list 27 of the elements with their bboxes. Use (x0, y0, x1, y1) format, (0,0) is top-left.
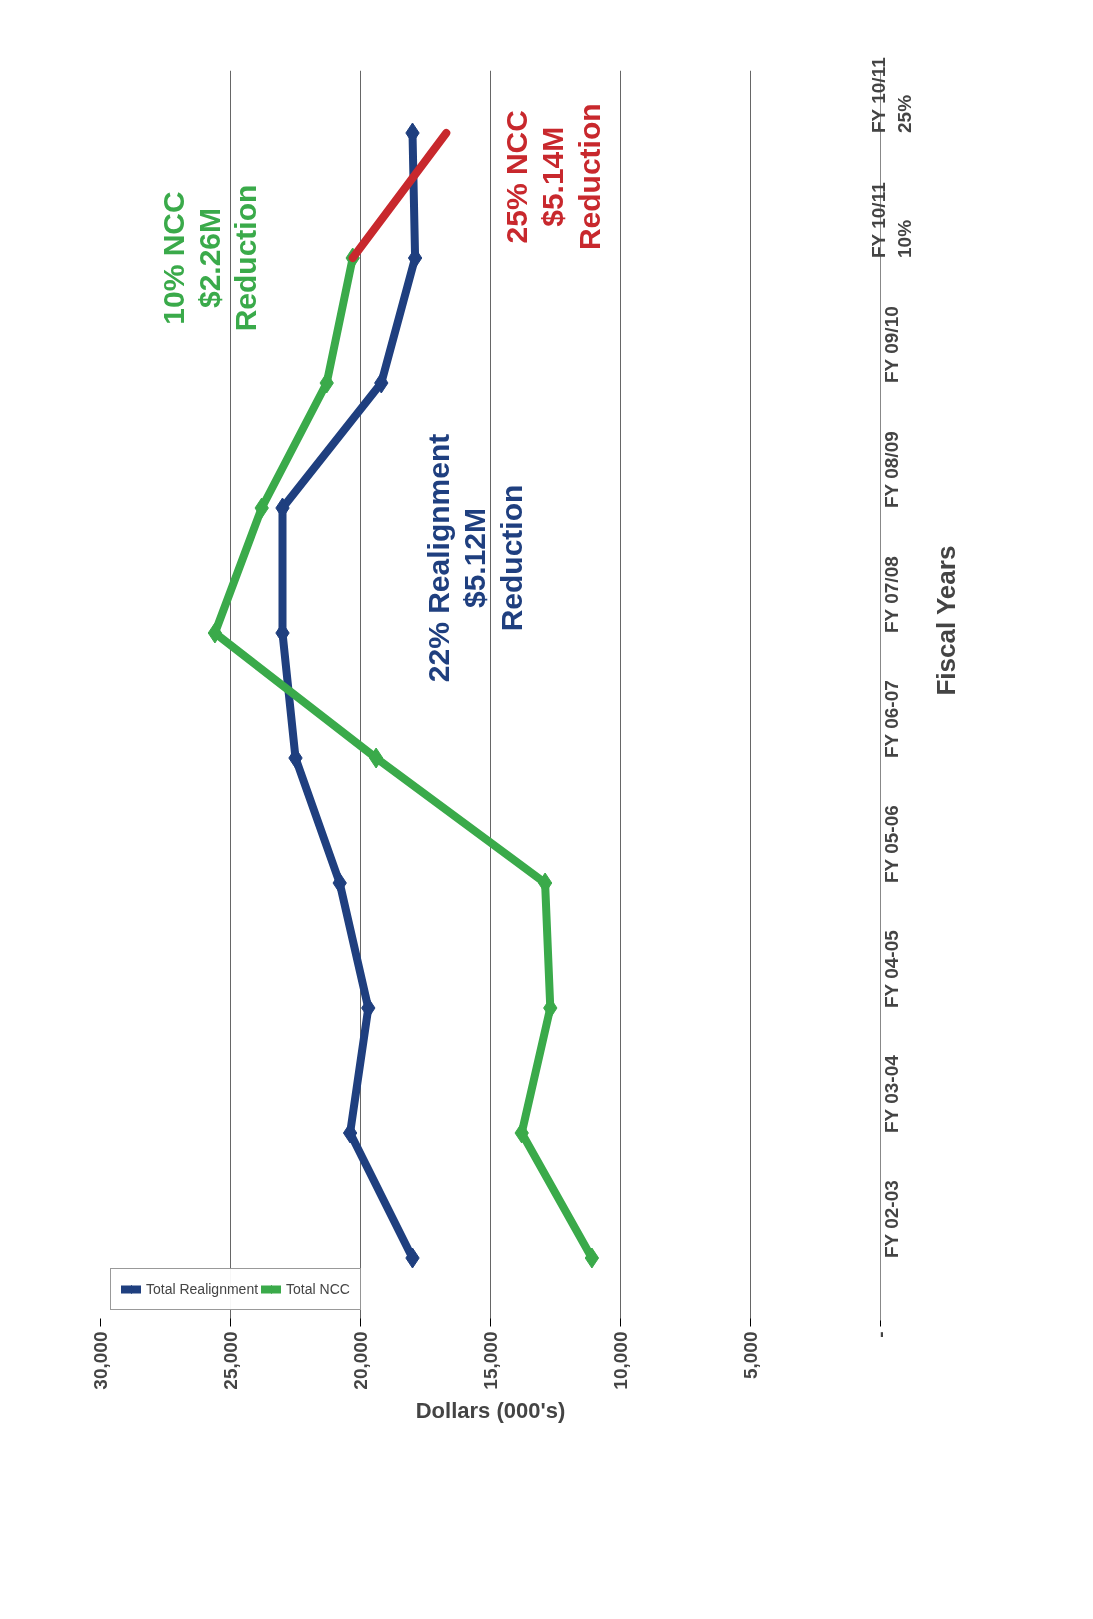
y-tick-label: FY 06-07 (881, 680, 902, 758)
x-tick-label: 25,000 (220, 1331, 241, 1390)
point (207, 622, 223, 644)
x-tick-label: 10,000 (610, 1331, 631, 1390)
point (584, 1247, 600, 1269)
y-tick-label: FY 10/11 10% (868, 181, 915, 258)
y-tick-label: FY 03-04 (881, 1054, 902, 1133)
x-tick-label: 30,000 (90, 1331, 111, 1390)
annotation: 25% NCC $5.14M Reduction (500, 103, 606, 251)
y-tick-label: FY 08/09 (881, 431, 902, 508)
annotation: 10% NCC $2.26M Reduction (156, 184, 263, 332)
x-axis-title: Dollars (000's) (415, 1397, 566, 1423)
x-tick-label: - (870, 1331, 891, 1338)
legend-label: Total Realignment (146, 1281, 259, 1297)
legend-label: Total NCC (286, 1281, 350, 1297)
y-tick-label: FY 02-03 (881, 1180, 902, 1258)
y-tick-label: FY 07/08 (881, 556, 902, 633)
y-tick-label: FY 09/10 (881, 306, 902, 383)
x-tick-label: 20,000 (350, 1331, 371, 1390)
y-tick-label: FY 10/11 25% (868, 56, 915, 133)
y-axis-title: Fiscal Years (930, 545, 961, 696)
y-tick-label: FY 04-05 (881, 929, 902, 1008)
x-tick-label: 5,000 (740, 1331, 761, 1380)
annotation: 22% Realignment $5.12M Reduction (422, 433, 528, 683)
point (368, 747, 384, 769)
y-tick-label: FY 05-06 (881, 805, 902, 883)
x-tick-label: 15,000 (480, 1331, 501, 1390)
